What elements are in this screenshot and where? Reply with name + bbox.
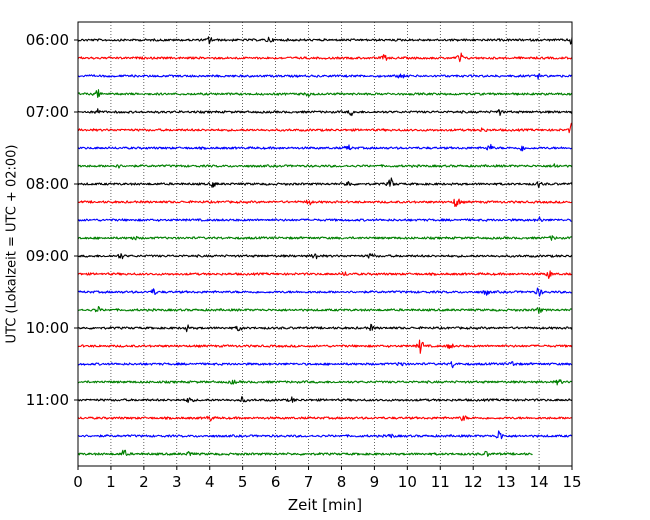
trace-0945 xyxy=(77,305,573,314)
y-tick-label: 11:00 xyxy=(26,391,69,409)
y-tick-label: 10:00 xyxy=(26,319,69,337)
x-tick-label: 11 xyxy=(431,473,450,491)
x-tick-label: 6 xyxy=(271,473,281,491)
trace-1000 xyxy=(77,323,573,333)
trace-0830 xyxy=(77,216,573,222)
x-tick-label: 5 xyxy=(238,473,248,491)
x-tick-label: 4 xyxy=(205,473,215,491)
x-tick-label: 15 xyxy=(562,473,581,491)
trace-0900 xyxy=(77,253,573,260)
trace-0730 xyxy=(77,143,573,152)
trace-0800 xyxy=(77,177,573,189)
vertical-grid xyxy=(110,22,540,466)
x-tick-label: 14 xyxy=(530,473,549,491)
trace-1045 xyxy=(77,379,573,386)
trace-1030 xyxy=(77,361,573,369)
x-axis-ticks: 0 1 2 3 4 5 6 7 8 9 10 11 12 13 14 15 xyxy=(73,466,582,491)
x-tick-label: 0 xyxy=(73,473,83,491)
trace-0715 xyxy=(77,122,573,134)
trace-0930 xyxy=(77,287,573,297)
x-tick-label: 12 xyxy=(464,473,483,491)
trace-0815 xyxy=(77,198,573,207)
trace-0600 xyxy=(77,36,573,45)
x-axis-label: Zeit [min] xyxy=(288,496,362,514)
trace-1145 xyxy=(77,449,533,457)
trace-1015 xyxy=(77,339,573,354)
x-tick-label: 1 xyxy=(106,473,116,491)
x-tick-label: 2 xyxy=(139,473,149,491)
trace-1115 xyxy=(77,415,573,422)
x-tick-label: 10 xyxy=(398,473,417,491)
x-tick-label: 3 xyxy=(172,473,182,491)
plot-frame xyxy=(77,21,573,467)
y-tick-label: 07:00 xyxy=(26,103,69,121)
y-axis-ticks: 06:00 07:00 08:00 09:00 10:00 11:00 xyxy=(26,31,78,409)
y-tick-label: 08:00 xyxy=(26,175,69,193)
y-tick-label: 06:00 xyxy=(26,31,69,49)
trace-group xyxy=(77,36,573,457)
trace-0645 xyxy=(77,89,573,98)
trace-1130 xyxy=(77,430,573,440)
x-tick-label: 8 xyxy=(337,473,347,491)
x-tick-label: 7 xyxy=(304,473,314,491)
x-tick-label: 13 xyxy=(497,473,516,491)
trace-0745 xyxy=(77,163,573,169)
y-axis-label: UTC (Lokalzeit = UTC + 02:00) xyxy=(5,145,20,344)
trace-0615 xyxy=(77,52,573,63)
y-tick-label: 09:00 xyxy=(26,247,69,265)
trace-0700 xyxy=(77,108,573,117)
trace-0845 xyxy=(77,235,573,241)
trace-0915 xyxy=(77,270,573,279)
x-tick-label: 9 xyxy=(370,473,380,491)
trace-0630 xyxy=(77,73,573,80)
trace-1100 xyxy=(77,396,573,404)
